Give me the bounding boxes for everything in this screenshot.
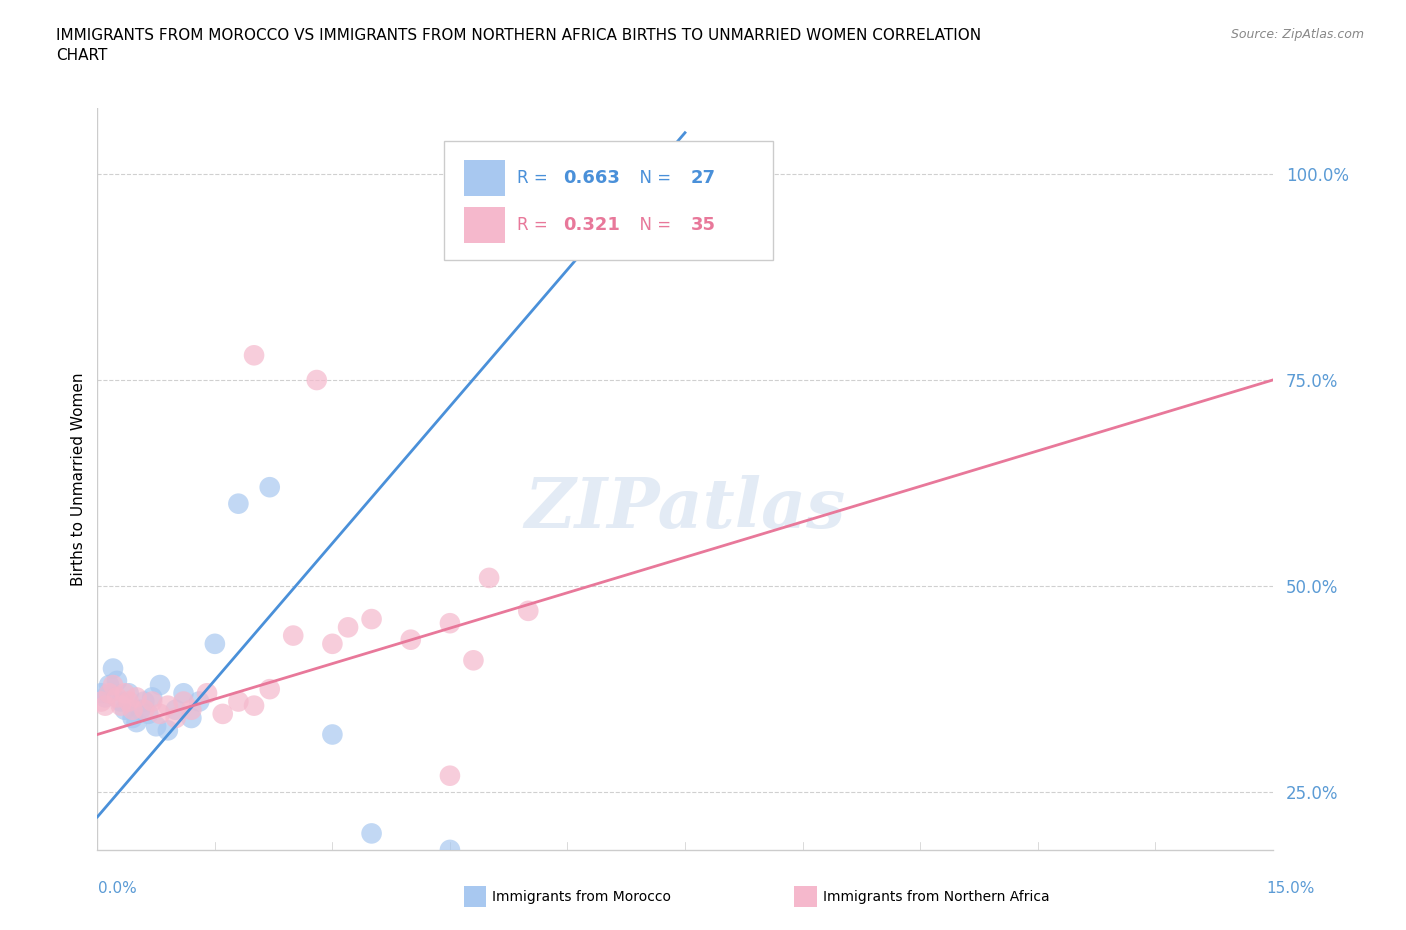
Point [114,685,136,700]
Point [173,694,195,709]
Point [204,636,226,651]
Text: R =: R = [517,168,553,187]
Point [439,768,461,783]
Point [243,348,266,363]
Text: Immigrants from Northern Africa: Immigrants from Northern Africa [823,889,1049,904]
Point [134,694,156,709]
Point [156,723,179,737]
Point [118,685,141,700]
Y-axis label: Births to Unmarried Women: Births to Unmarried Women [72,372,86,586]
Bar [464,160,505,195]
Point [94,690,117,705]
Point [165,711,187,725]
Point [188,694,211,709]
Point [180,711,202,725]
Text: Immigrants from Morocco: Immigrants from Morocco [492,889,671,904]
Text: 27: 27 [690,168,716,187]
Text: Source: ZipAtlas.com: Source: ZipAtlas.com [1230,28,1364,41]
Point [141,690,163,705]
Point [134,702,156,717]
Point [129,702,152,717]
Point [173,685,195,700]
Point [110,694,132,709]
Text: 0.321: 0.321 [562,216,620,234]
Text: 0.0%: 0.0% [98,881,138,896]
Bar [464,207,505,243]
Point [94,698,117,713]
Point [337,620,360,635]
Text: N =: N = [628,216,676,234]
Point [125,690,148,705]
Point [360,826,382,841]
Point [195,685,218,700]
Text: 0.663: 0.663 [562,168,620,187]
Point [121,702,143,717]
Point [1026,867,1049,882]
Point [463,653,485,668]
Point [98,685,121,700]
Point [149,678,172,693]
Point [98,678,121,693]
Point [156,698,179,713]
Point [101,678,124,693]
Point [136,707,159,722]
Point [114,702,136,717]
FancyBboxPatch shape [444,141,773,260]
Point [90,685,112,700]
Point [478,570,501,585]
Point [101,661,124,676]
Point [439,843,461,857]
Point [517,604,540,618]
Point [259,480,281,495]
Text: IMMIGRANTS FROM MOROCCO VS IMMIGRANTS FROM NORTHERN AFRICA BIRTHS TO UNMARRIED W: IMMIGRANTS FROM MOROCCO VS IMMIGRANTS FR… [56,28,981,62]
Point [141,694,163,709]
Point [118,694,141,709]
Point [360,612,382,627]
Point [283,628,305,643]
Point [439,616,461,631]
Point [105,690,128,705]
Point [105,673,128,688]
Point [149,707,172,722]
Point [228,497,250,512]
Point [125,714,148,729]
Point [305,373,328,388]
Point [211,707,233,722]
Point [121,711,143,725]
Point [321,636,343,651]
Point [90,694,112,709]
Text: R =: R = [517,216,553,234]
Point [243,698,266,713]
Text: 35: 35 [690,216,716,234]
Point [259,682,281,697]
Text: N =: N = [628,168,676,187]
Text: 15.0%: 15.0% [1267,881,1315,896]
Point [321,727,343,742]
Point [110,698,132,713]
Text: ZIPatlas: ZIPatlas [524,475,845,542]
Point [228,694,250,709]
Point [180,702,202,717]
Point [399,632,422,647]
Point [145,719,167,734]
Point [165,702,187,717]
